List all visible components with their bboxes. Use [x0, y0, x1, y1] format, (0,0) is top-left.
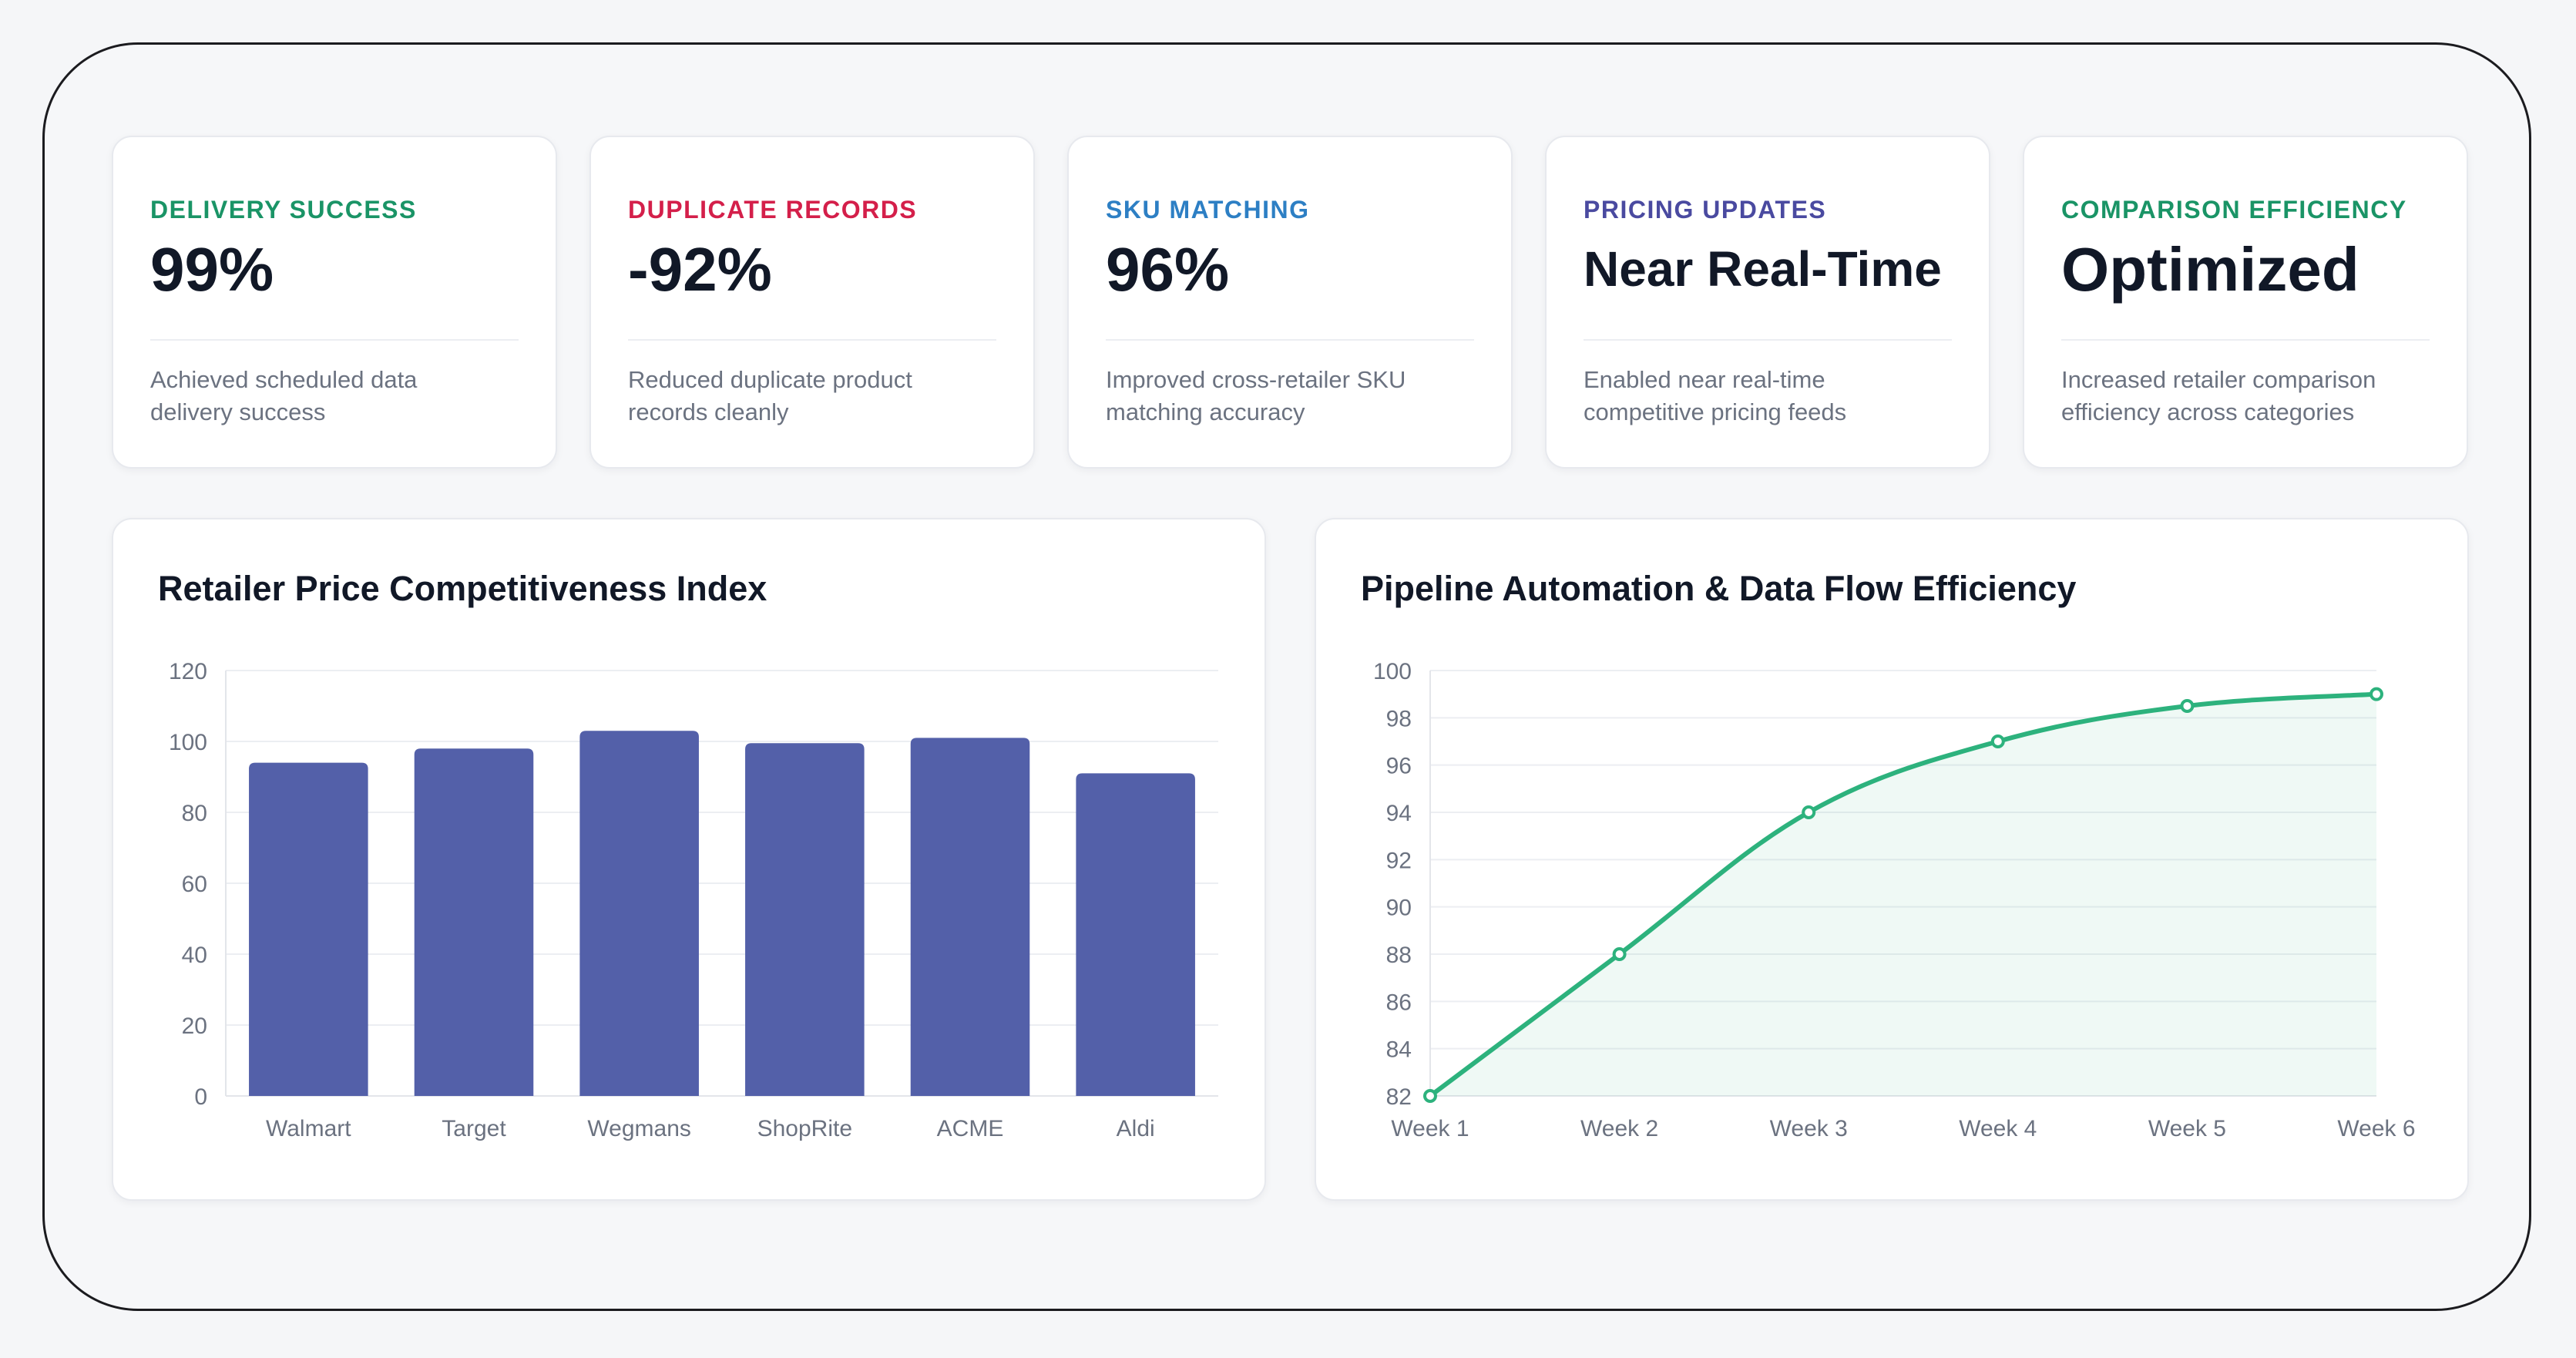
bar-walmart: [249, 762, 368, 1096]
kpi-divider: [1106, 339, 1474, 341]
kpi-description: Increased retailer comparison efficiency…: [2061, 366, 2376, 425]
x-tick-label: Aldi: [1117, 1116, 1155, 1141]
kpi-divider: [1584, 339, 1952, 341]
data-point: [2180, 699, 2195, 713]
kpi-card: DUPLICATE RECORDS -92% Reduced duplicate p…: [589, 136, 1035, 469]
area-fill: [1430, 694, 2376, 1096]
y-tick-label: 120: [169, 659, 207, 684]
kpi-value: 99%: [150, 235, 274, 304]
kpi-value: Near Real-Time: [1584, 241, 1942, 297]
y-tick-label: 98: [1386, 706, 1412, 731]
y-tick-label: 88: [1386, 943, 1412, 968]
bar-chart-card: Retailer Price Competitiveness Index 0 20…: [112, 518, 1266, 1201]
kpi-label: SKU MATCHING: [1106, 196, 1310, 224]
x-tick-label: Week 2: [1580, 1116, 1658, 1141]
kpi-divider: [628, 339, 996, 341]
kpi-label: DELIVERY SUCCESS: [150, 196, 417, 224]
y-tick-label: 84: [1386, 1037, 1412, 1063]
bar-wegmans: [579, 731, 699, 1096]
kpi-value: 96%: [1106, 235, 1230, 304]
x-tick-label: ShopRite: [757, 1116, 852, 1141]
kpi-divider: [2061, 339, 2430, 341]
y-tick-label: 80: [182, 801, 207, 826]
data-point: [1990, 734, 2005, 748]
y-tick-label: 60: [182, 872, 207, 897]
y-tick-label: 40: [182, 943, 207, 968]
y-tick-label: 20: [182, 1013, 207, 1039]
bar-shoprite: [745, 743, 865, 1096]
kpi-card: PRICING UPDATES Near Real-Time Enabled nea…: [1545, 136, 1990, 469]
y-tick-label: 100: [1373, 659, 1412, 684]
x-tick-label: Wegmans: [587, 1116, 691, 1141]
line-chart-card: Pipeline Automation & Data Flow Efficien…: [1315, 518, 2469, 1201]
y-tick-label: 90: [1386, 896, 1412, 921]
data-point: [1423, 1089, 1437, 1103]
x-tick-label: Week 3: [1770, 1116, 1848, 1141]
kpi-description: Achieved scheduled data delivery success: [150, 366, 418, 425]
x-tick-label: Week 1: [1391, 1116, 1469, 1141]
kpi-description: Improved cross-retailer SKU matching acc…: [1106, 366, 1406, 425]
line-chart-title: Pipeline Automation & Data Flow Efficien…: [1361, 569, 2077, 608]
y-tick-label: 82: [1386, 1084, 1412, 1110]
bar-chart-title: Retailer Price Competitiveness Index: [158, 569, 767, 608]
y-tick-label: 96: [1386, 754, 1412, 779]
x-tick-label: Week 5: [2148, 1116, 2226, 1141]
kpi-card: SKU MATCHING 96% Improved cross-retailer S…: [1067, 136, 1513, 469]
bar-acme: [910, 738, 1030, 1096]
y-tick-label: 86: [1386, 990, 1412, 1015]
kpi-card: DELIVERY SUCCESS 99% Achieved scheduled da…: [112, 136, 557, 469]
bar-target: [414, 748, 534, 1096]
line-chart: 82 84 86 88 90 92 94 96 98 100 Week 1 Week 2 Week 3 W…: [1373, 659, 2416, 1141]
y-tick-label: 0: [194, 1084, 207, 1110]
kpi-value: Optimized: [2061, 235, 2359, 304]
x-tick-label: Target: [442, 1116, 506, 1141]
kpi-label: DUPLICATE RECORDS: [628, 196, 918, 224]
series-line: [1428, 691, 2379, 1098]
y-tick-label: 94: [1386, 801, 1412, 826]
kpi-description: Reduced duplicate product records cleanl…: [628, 366, 912, 425]
y-tick-label: 92: [1386, 848, 1412, 873]
kpi-divider: [150, 339, 519, 341]
y-tick-label: 100: [169, 730, 207, 755]
x-tick-label: ACME: [937, 1116, 1004, 1141]
data-point: [1802, 805, 1816, 819]
bar-aldi: [1076, 773, 1195, 1096]
kpi-label: PRICING UPDATES: [1584, 196, 1827, 224]
x-tick-label: Week 6: [2337, 1116, 2415, 1141]
bar-chart: 0 20 40 60 80 100 120 Walmart Target Wegmans ShopR…: [169, 659, 1218, 1141]
kpi-value: -92%: [628, 235, 772, 304]
x-tick-label: Walmart: [266, 1116, 351, 1141]
kpi-description: Enabled near real-time competitive prici…: [1584, 366, 1847, 425]
kpi-card: COMPARISON EFFICIENCY Optimized Increased …: [2023, 136, 2468, 469]
kpi-label: COMPARISON EFFICIENCY: [2061, 196, 2407, 224]
data-point: [2369, 687, 2383, 701]
data-point: [1612, 947, 1627, 961]
x-tick-label: Week 4: [1959, 1116, 2037, 1141]
